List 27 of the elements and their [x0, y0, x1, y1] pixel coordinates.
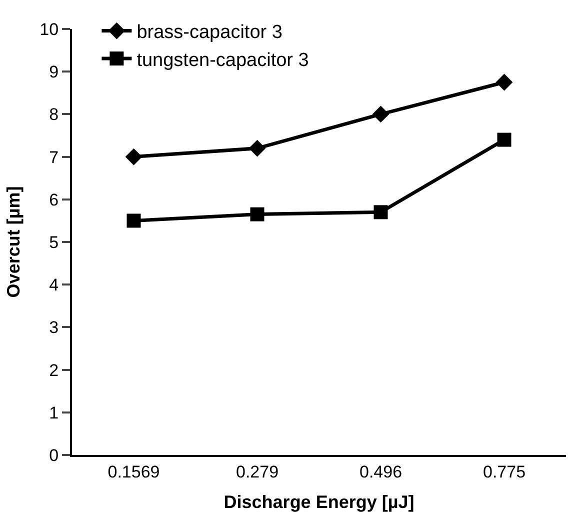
y-tick-label: 1 — [49, 403, 59, 422]
y-tick-label: 10 — [40, 20, 59, 39]
point — [497, 132, 512, 147]
y-tick-label: 3 — [49, 318, 59, 338]
legend-label: brass-capacitor 3 — [136, 22, 282, 44]
point — [250, 207, 264, 222]
y-tick-label: 7 — [49, 148, 59, 167]
point — [372, 106, 390, 123]
y-axis-title: Overcut [µm] — [3, 186, 24, 298]
point — [126, 214, 141, 228]
point — [374, 205, 388, 220]
x-axis-title: Discharge Energy [µJ] — [224, 492, 414, 512]
y-tick-label: 4 — [49, 276, 59, 295]
y-tick-label: 9 — [49, 62, 59, 82]
x-tick-label: 0.279 — [236, 462, 279, 482]
y-tick-label: 0 — [49, 446, 59, 465]
point — [248, 140, 266, 157]
legend-label: tungsten-capacitor 3 — [136, 50, 309, 71]
x-tick-label: 0.775 — [482, 462, 526, 482]
y-tick-label: 8 — [49, 105, 59, 124]
point — [125, 148, 142, 166]
x-tick-label: 0.496 — [359, 462, 402, 482]
y-tick-label: 2 — [49, 360, 59, 380]
point — [496, 74, 513, 91]
y-tick-label: 5 — [49, 232, 59, 252]
x-tick-label: 0.1569 — [108, 462, 160, 482]
y-tick-label: 6 — [49, 190, 59, 210]
